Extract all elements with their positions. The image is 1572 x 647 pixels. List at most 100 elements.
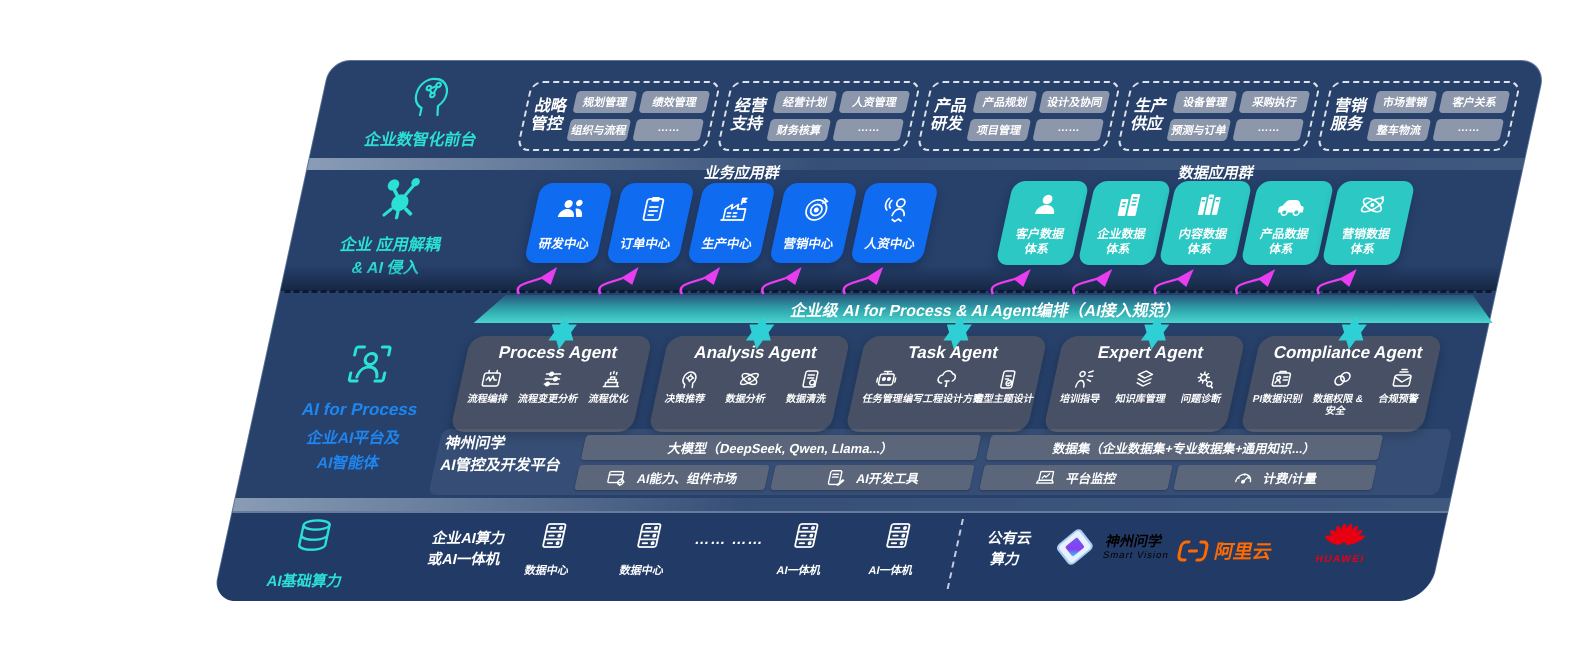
chip: 设计及协同 (1038, 91, 1111, 113)
node-label: 数据中心 (523, 565, 570, 577)
app-box-label: 订单中心 (618, 237, 672, 251)
data-box-label: 营销数据 体系 (1340, 227, 1392, 256)
agent-item: 问题诊断 (1170, 367, 1239, 406)
group-title: 产品 研发 (929, 97, 969, 133)
node-label: AI一体机 (775, 565, 822, 577)
brain-head-icon (414, 77, 449, 117)
node-label: 数据中心 (618, 565, 665, 577)
smart-vision-sub: Smart Vision (1101, 549, 1170, 561)
server-icon (637, 523, 662, 548)
document-search-icon (802, 370, 819, 388)
layers-icon (1136, 370, 1154, 387)
books-icon (1197, 194, 1221, 215)
car-icon (1277, 200, 1304, 217)
server-icon (886, 523, 911, 548)
agent-card-analysis: Analysis Agent 决策推荐 数据分析 (647, 336, 851, 432)
chip: 组织与流程 (566, 119, 632, 141)
group-chips: 经营计划 人资管理 财务核算 …… (766, 91, 911, 141)
agent-title: Task Agent (906, 343, 1001, 362)
tool-bar-label: AI能力、组件市场 (635, 472, 739, 486)
agent-item: 数据权限 & 安全 (1304, 367, 1375, 418)
shadow-wedge (280, 265, 1502, 291)
agent-item: 流程优化 (577, 367, 646, 406)
huawei-logo: HUAWEI (1308, 515, 1381, 565)
alibaba-cloud-bracket-icon (1177, 540, 1209, 561)
ai-appliance-node-1: AI一体机 (762, 519, 845, 578)
infra-band: AI基础算力 企业AI算力 或AI一体机 数据中心 数据中心 …… …… (213, 511, 1448, 601)
model-bar-label: 大模型（DeepSeek, Qwen, Llama...） (666, 441, 896, 456)
agent-title: Compliance Agent (1271, 343, 1425, 362)
agent-item: 知识库管理 (1109, 367, 1178, 406)
agent-item: 合规预警 (1364, 367, 1435, 418)
platform-label-line2: AI管控及开发平台 (438, 456, 563, 474)
target-icon (804, 197, 829, 221)
smart-vision-logo: 神州问学 Smart Vision (1048, 525, 1175, 569)
datacenter-node-1: 数据中心 (510, 519, 593, 578)
ai-orchestration-band: 企业级 AI for Process & AI Agent编排（AI接入规范） (474, 295, 1499, 323)
agent-items: 任务管理 编写工程设计方案 造型主题设计 (851, 367, 1042, 406)
doc-pencil-icon (827, 469, 845, 486)
agent-items: 决策推荐 数据分析 数据清洗 (653, 367, 844, 406)
data-box-product: 产品数据 体系 (1239, 181, 1335, 265)
clipboard-icon (642, 197, 664, 221)
mail-alert-icon (1393, 368, 1413, 387)
agent-item: 数据分析 (714, 367, 783, 406)
agent-item: 数据清洗 (775, 367, 844, 406)
chip: 市场营销 (1372, 91, 1438, 113)
chip: …… (1032, 119, 1105, 141)
app-box-order-center: 订单中心 (605, 183, 695, 263)
huawei-name: HUAWEI (1314, 554, 1366, 565)
chip: 绩效管理 (638, 91, 711, 113)
node-label: AI一体机 (867, 565, 914, 577)
agent-items: 流程编排 流程变更分析 流程优化 (456, 367, 647, 406)
chip: …… (632, 119, 705, 141)
app-box-rnd-center: 研发中心 (523, 183, 614, 263)
chip: …… (832, 119, 905, 141)
chip: …… (1232, 119, 1305, 141)
chip: 整车物流 (1366, 119, 1432, 141)
group-title: 经营 支持 (729, 97, 769, 133)
front-office-group-product: 产品 研发 产品规划 设计及协同 项目管理 …… (916, 81, 1122, 151)
server-icon (542, 523, 567, 548)
front-office-label-block: 企业数智化前台 (318, 67, 536, 150)
dataset-bar: 数据集（企业数据集+专业数据集+通用知识...） (985, 435, 1384, 460)
cloud-circuit-icon (937, 370, 956, 388)
agent-item: 培训指导 (1049, 367, 1118, 406)
app-box-label: 生产中心 (700, 237, 754, 251)
front-office-group-marketing: 营销 服务 市场营销 客户关系 整车物流 …… (1316, 81, 1522, 151)
chip: 设备管理 (1172, 91, 1238, 113)
robot-icon (876, 370, 897, 386)
app-box-label: 研发中心 (537, 237, 591, 251)
head-circuit-icon (682, 371, 697, 389)
agent-card-task: Task Agent 任务管理 编写工程设计方案 (844, 336, 1048, 432)
tool-bar-label: 计费/计量 (1261, 472, 1319, 486)
app-box-label: 营销中心 (781, 237, 835, 251)
group-title: 战略 管控 (529, 97, 569, 133)
agent-item: 流程变更分析 (517, 367, 586, 406)
dashed-boundary-line (284, 290, 1492, 293)
group-chips: 设备管理 采购执行 预测与订单 …… (1166, 91, 1311, 141)
database-icon (298, 519, 331, 551)
infra-label: AI基础算力 (264, 573, 344, 590)
atom-icon (740, 372, 760, 386)
chip: …… (1432, 119, 1505, 141)
app-box-label: 人资中心 (863, 237, 917, 251)
linked-circles-icon (1334, 371, 1351, 386)
agent-item: PI数据识别 (1243, 367, 1314, 418)
group-chips: 市场营销 客户关系 整车物流 …… (1366, 91, 1511, 141)
ridge-separator (232, 498, 1451, 511)
agent-card-compliance: Compliance Agent PI数据识别 数据权限 & 安全 合规预警 (1239, 336, 1443, 432)
window-gear-icon (607, 470, 626, 486)
tool-bar-dev-tools: AI开发工具 (770, 465, 975, 490)
ai-platform-label-en: AI for Process (300, 400, 420, 419)
infra-label-block: AI基础算力 (232, 515, 389, 591)
agent-item: 编写工程设计方案 (902, 367, 984, 406)
agent-card-expert: Expert Agent 培训指导 知识库管理 问题诊 (1042, 336, 1246, 432)
atom-icon (1360, 196, 1385, 213)
data-box-enterprise: 企业数据 体系 (1076, 181, 1172, 265)
waveform-box-icon (482, 369, 502, 387)
front-office-group-supply: 生产 供应 设备管理 采购执行 预测与订单 …… (1116, 81, 1322, 151)
agent-item: 决策推荐 (654, 367, 723, 406)
agent-item: 造型主题设计 (972, 367, 1041, 406)
